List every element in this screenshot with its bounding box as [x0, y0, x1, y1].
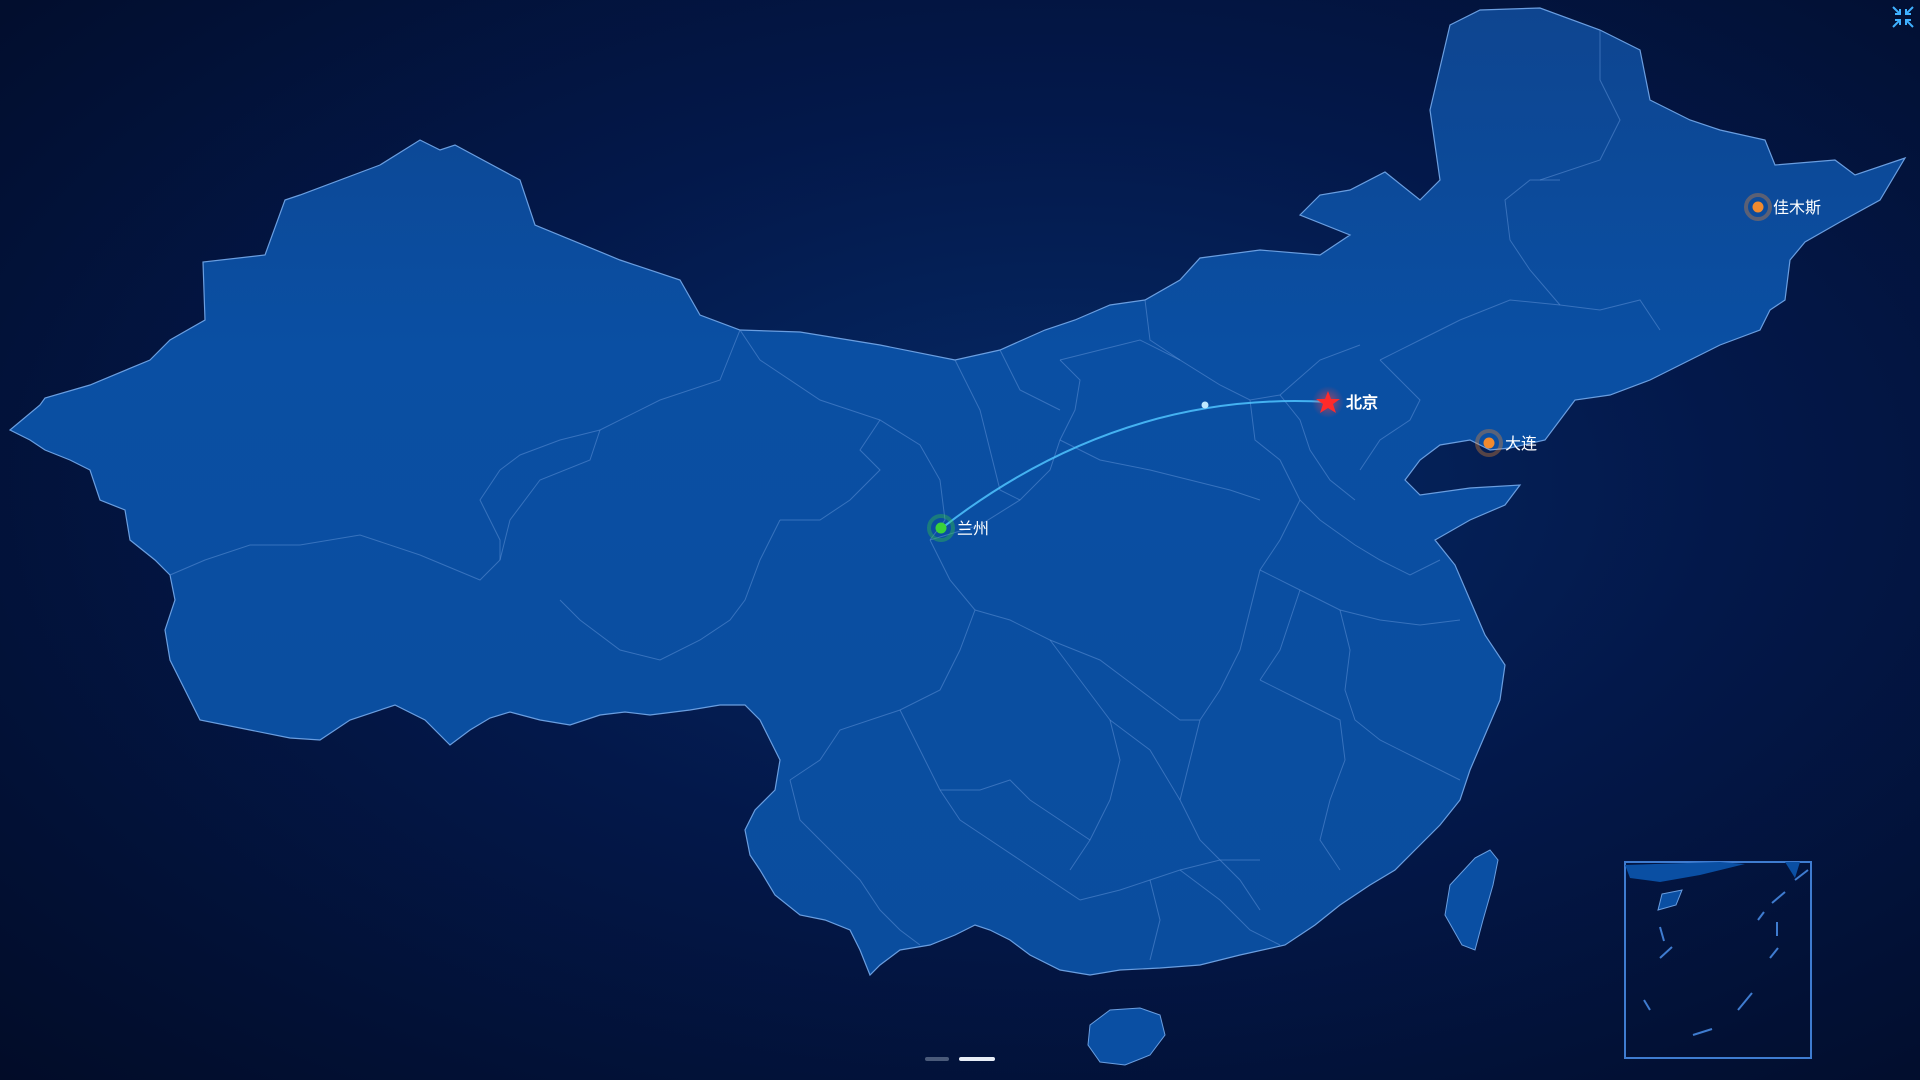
city-marker-lanzhou[interactable]: 兰州 [927, 514, 989, 542]
mainland-shape [8, 7, 1907, 977]
city-marker-jiamusi[interactable]: 佳木斯 [1744, 193, 1821, 221]
green-dot [935, 522, 947, 534]
route-moving-dot [1201, 401, 1209, 409]
pager-dot-1[interactable] [925, 1057, 949, 1061]
city-label-beijing: 北京 [1346, 393, 1378, 412]
city-label-jiamusi: 佳木斯 [1773, 198, 1821, 217]
route-arc [941, 400, 1329, 529]
city-label-lanzhou: 兰州 [957, 519, 989, 538]
taiwan-island [1444, 849, 1499, 951]
city-marker-beijing[interactable]: 北京 [1312, 386, 1378, 418]
orange-dot [1752, 201, 1764, 213]
hainan-island [1087, 1007, 1166, 1066]
pager-dot-2[interactable] [959, 1057, 995, 1061]
orange-dot [1483, 437, 1495, 449]
star-icon [1316, 391, 1340, 413]
city-marker-dalian[interactable]: 大连 [1475, 429, 1537, 457]
city-label-dalian: 大连 [1505, 434, 1537, 453]
south-china-sea-inset [1624, 861, 1812, 1059]
province-boundaries [169, 30, 1661, 961]
collapse-arrows-icon[interactable] [1890, 4, 1916, 30]
pager [925, 1057, 995, 1061]
